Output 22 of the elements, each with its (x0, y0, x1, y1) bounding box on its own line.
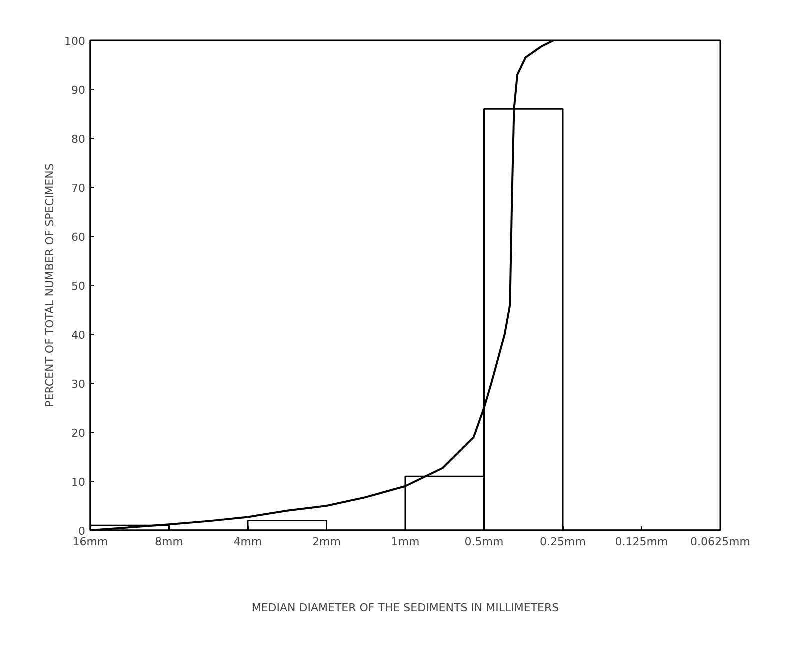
x-tick-label: 0.0625mm (690, 536, 750, 548)
x-tick-label: 8mm (155, 536, 184, 548)
y-tick-label: 70 (72, 182, 86, 195)
x-tick-label: 4mm (234, 536, 262, 548)
y-tick-label: 30 (72, 378, 86, 391)
y-tick-label: 60 (72, 231, 86, 244)
y-tick-label: 80 (72, 133, 86, 146)
x-tick-label: 16mm (72, 536, 108, 548)
x-tick-label: 0.5mm (464, 536, 504, 548)
x-tick-label: 1mm (391, 536, 420, 548)
x-tick-label: 0.125mm (615, 536, 668, 548)
x-tick-label: 2mm (312, 536, 341, 548)
y-tick-label: 40 (72, 329, 86, 342)
y-tick-label: 100 (64, 35, 86, 48)
y-tick-label: 0 (78, 525, 86, 538)
y-tick-label: 90 (72, 84, 86, 97)
y-axis-title: PERCENT OF TOTAL NUMBER OF SPECIMENS (44, 164, 57, 408)
x-tick-label: 0.25mm (540, 536, 586, 548)
y-tick-label: 10 (72, 476, 86, 489)
y-tick-label: 20 (72, 427, 86, 440)
x-axis-title: MEDIAN DIAMETER OF THE SEDIMENTS IN MILLIMETERS (252, 602, 560, 614)
y-tick-label: 50 (72, 280, 86, 293)
